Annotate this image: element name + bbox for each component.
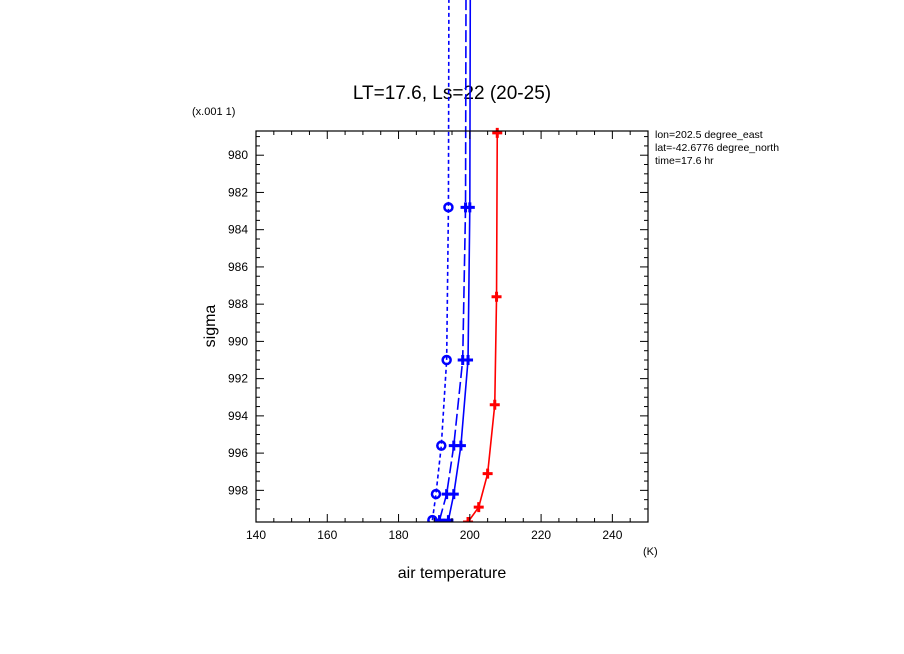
x-tick-label: 140 xyxy=(246,528,266,542)
plot-frame xyxy=(255,130,649,523)
y-axis-label: sigma xyxy=(202,305,219,348)
x-tick-label: 220 xyxy=(531,528,551,542)
y-tick-label: 986 xyxy=(228,260,248,274)
data-point-marker xyxy=(489,399,500,410)
data-point-marker xyxy=(491,291,502,302)
data-point-marker xyxy=(482,468,493,479)
data-point-marker xyxy=(441,489,452,500)
y-tick-label: 988 xyxy=(228,297,248,311)
y-axis: 980 982 984 986 988 990 992 994 996 998 xyxy=(228,136,648,510)
data-point-marker xyxy=(473,502,484,513)
data-point-marker xyxy=(427,514,438,522)
series-layer xyxy=(427,0,503,522)
data-point-marker xyxy=(460,202,471,213)
y-tick-label: 990 xyxy=(228,334,248,348)
info-box: lon=202.5 degree_east lat=-42.6776 degre… xyxy=(655,129,779,167)
data-point-marker xyxy=(463,517,474,522)
y-scale-note: (x.001 1) xyxy=(192,106,235,118)
data-point-marker xyxy=(448,440,459,451)
data-point-marker xyxy=(441,354,452,366)
y-tick-label: 982 xyxy=(228,185,248,199)
info-time: time=17.6 hr xyxy=(655,155,714,167)
x-tick-label: 160 xyxy=(317,528,337,542)
x-axis-label: air temperature xyxy=(398,565,507,582)
x-tick-label: 200 xyxy=(460,528,480,542)
x-tick-label: 180 xyxy=(389,528,409,542)
x-axis-unit: (K) xyxy=(643,546,658,558)
x-axis: 140 160 180 200 220 240 xyxy=(246,131,649,542)
x-tick-label: 240 xyxy=(602,528,622,542)
y-tick-label: 984 xyxy=(228,223,248,237)
series-line-0 xyxy=(467,132,499,522)
y-tick-label: 996 xyxy=(228,446,248,460)
data-point-marker xyxy=(443,202,454,213)
y-tick-label: 980 xyxy=(228,148,248,162)
y-tick-label: 994 xyxy=(228,409,248,423)
data-point-marker xyxy=(492,127,503,138)
info-lon: lon=202.5 degree_east xyxy=(655,129,763,141)
y-tick-label: 992 xyxy=(228,372,248,386)
info-lat: lat=-42.6776 degree_north xyxy=(655,142,779,154)
data-point-marker xyxy=(436,440,447,451)
y-tick-label: 998 xyxy=(228,483,248,497)
data-point-marker xyxy=(457,355,468,366)
data-point-marker xyxy=(430,488,442,500)
chart-title: LT=17.6, Ls=22 (20-25) xyxy=(353,83,551,104)
